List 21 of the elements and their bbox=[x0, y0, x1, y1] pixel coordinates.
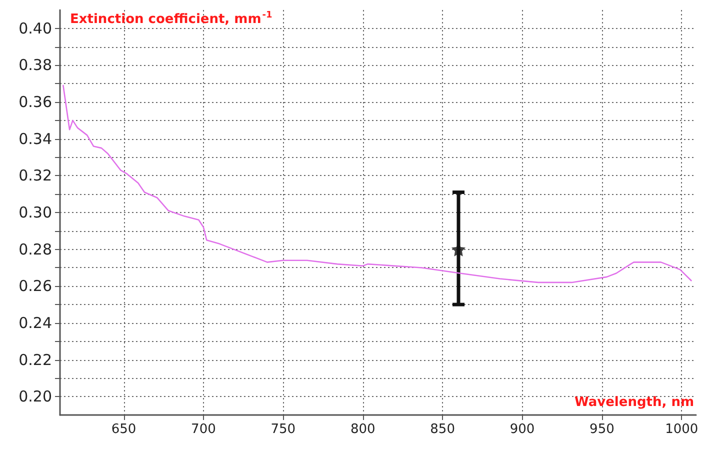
x-tick-label: 750 bbox=[270, 422, 296, 437]
x-tick-label: 950 bbox=[590, 422, 614, 437]
y-tick-label: 0.24 bbox=[18, 314, 52, 332]
y-tick-label: 0.20 bbox=[18, 388, 52, 406]
y-tick-label: 0.38 bbox=[18, 56, 52, 74]
x-tick-label: 650 bbox=[111, 422, 136, 437]
x-axis-title: Wavelength, nm bbox=[574, 395, 694, 410]
y-tick-label: 0.30 bbox=[18, 204, 52, 222]
y-tick-label: 0.26 bbox=[18, 277, 52, 296]
y-tick-label: 0.40 bbox=[18, 19, 52, 38]
y-tick-label: 0.34 bbox=[18, 130, 52, 148]
x-tick-label: 900 bbox=[510, 422, 535, 437]
line-series bbox=[62, 84, 692, 284]
x-tick-label: 700 bbox=[191, 422, 216, 437]
y-tick-label: 0.36 bbox=[18, 93, 52, 112]
y-tick-label: 0.28 bbox=[18, 240, 52, 258]
y-tick-label: 0.32 bbox=[18, 166, 52, 185]
y-tick-label: 0.22 bbox=[18, 350, 52, 369]
x-tick-label: 1000 bbox=[665, 422, 698, 437]
x-tick-label: 800 bbox=[350, 422, 376, 437]
x-tick-label: 850 bbox=[430, 422, 455, 437]
